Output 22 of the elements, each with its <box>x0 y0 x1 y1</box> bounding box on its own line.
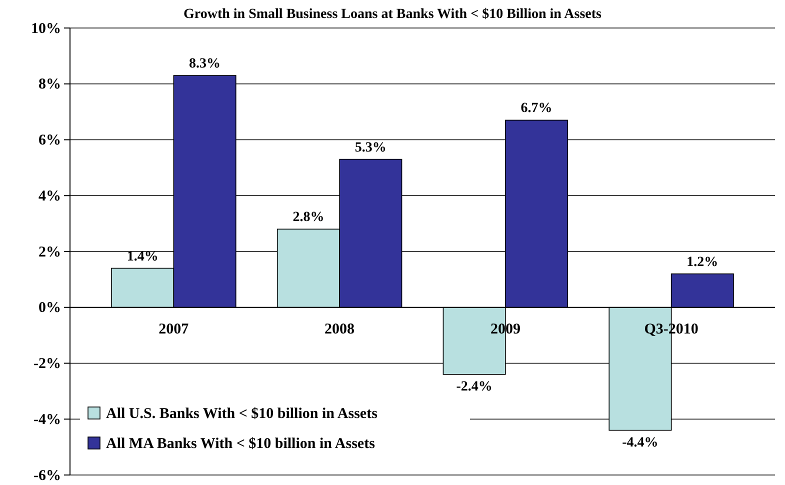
data-label: -2.4% <box>456 379 492 394</box>
legend-label: All MA Banks With < $10 billion in Assets <box>106 436 376 452</box>
x-tick-label: 2008 <box>324 321 355 338</box>
y-tick-label: -6% <box>34 468 61 484</box>
x-tick-label: 2007 <box>158 321 190 338</box>
y-tick-label: -4% <box>34 412 61 428</box>
y-tick-label: 2% <box>38 244 61 260</box>
data-label: 2.8% <box>292 210 324 226</box>
data-label: 1.4% <box>126 249 158 264</box>
y-tick-label: 0% <box>38 300 61 316</box>
data-label: 8.3% <box>189 56 221 72</box>
y-tick-label: 10% <box>31 20 61 37</box>
y-tick-label: 6% <box>38 132 61 149</box>
data-label: 1.2% <box>686 254 718 270</box>
y-tick-label: 4% <box>38 188 61 204</box>
data-label: 6.7% <box>520 101 552 116</box>
y-tick-label: 8% <box>38 76 61 93</box>
legend-label: All U.S. Banks With < $10 billion in Assets <box>106 406 378 422</box>
chart-title: Growth in Small Business Loans at Banks With < $10 Billion in Assets <box>184 7 602 22</box>
data-label: -4.4% <box>622 435 658 450</box>
y-tick-label: -2% <box>34 356 61 372</box>
data-label: 5.3% <box>354 140 386 156</box>
